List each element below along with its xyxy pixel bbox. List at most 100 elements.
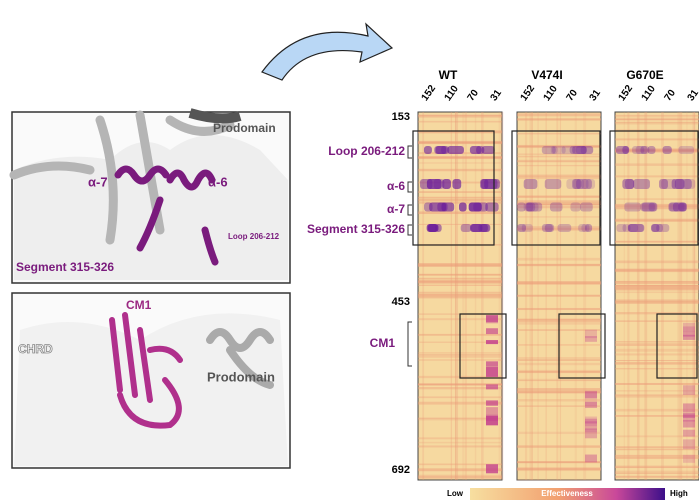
heatmap-hotspot xyxy=(441,203,454,212)
heatmap-hotspot xyxy=(628,224,644,232)
heatmap-hotspot xyxy=(661,179,676,189)
colorbar-high: High xyxy=(670,489,688,498)
column-tick-label: 152 xyxy=(420,83,439,103)
heatmap-texture xyxy=(418,396,502,398)
heatmap-hotspot xyxy=(461,224,472,232)
heatmap-texture xyxy=(455,112,458,480)
heatmap-hotspot xyxy=(542,146,556,154)
heatmap-texture xyxy=(418,274,502,276)
heatmap-texture xyxy=(418,162,502,163)
heatmap-hotspot xyxy=(542,224,553,232)
heatmap-texture xyxy=(418,169,502,171)
heatmap-texture xyxy=(532,112,533,480)
panel-title: WT xyxy=(439,68,458,82)
heatmap-hotspot xyxy=(683,430,695,437)
heatmap-hotspot xyxy=(683,439,695,449)
heatmap-texture xyxy=(418,285,502,286)
heatmap-texture xyxy=(418,437,502,439)
column-tick-label: 31 xyxy=(686,87,699,103)
heatmap-hotspot xyxy=(517,203,525,212)
structure-label: α-7 xyxy=(88,174,108,189)
heatmap-panel: V474I1521107031 xyxy=(512,68,605,480)
column-tick-label: 152 xyxy=(617,83,636,103)
heatmap-hotspot xyxy=(470,146,481,154)
heatmap-hotspot xyxy=(585,400,597,406)
heatmap-texture xyxy=(546,112,547,480)
heatmap-texture xyxy=(465,112,467,480)
heatmap-hotspot xyxy=(649,203,655,212)
heatmap-hotspot xyxy=(486,367,498,377)
column-tick-label: 31 xyxy=(588,87,604,103)
heatmap-texture xyxy=(529,112,531,480)
heatmap-texture xyxy=(418,278,502,280)
heatmap-panel: G670E1521107031 xyxy=(610,68,699,480)
region-bracket xyxy=(408,146,412,366)
heatmap-texture xyxy=(418,281,502,284)
heatmap-hotspot xyxy=(663,146,672,154)
heatmap-hotspot xyxy=(585,336,597,342)
heatmap-texture xyxy=(499,112,501,480)
structure-panel-2: CM1 CHRD Prodomain xyxy=(12,293,290,468)
heatmap-texture xyxy=(556,112,558,480)
structure-label: α-6 xyxy=(208,174,228,189)
heatmap-hotspot xyxy=(558,224,572,232)
heatmap-hotspot xyxy=(420,179,432,189)
heatmap-hotspot xyxy=(550,203,562,212)
heatmap-texture xyxy=(418,191,502,193)
region-label: α-6 xyxy=(387,179,405,193)
heatmap-texture xyxy=(418,156,502,159)
panel-title: G670E xyxy=(626,68,663,82)
heatmap-hotspot xyxy=(580,203,593,212)
heatmap-hotspot xyxy=(683,414,695,421)
column-tick-label: 70 xyxy=(565,87,581,103)
heatmap-texture xyxy=(501,112,503,480)
heatmap-texture xyxy=(481,112,484,480)
heatmap-texture xyxy=(418,294,502,295)
row-label: 692 xyxy=(392,464,410,476)
figure: Prodomain α-7 α-6 Loop 206-212 Segment 3… xyxy=(0,0,699,502)
heatmap-texture xyxy=(575,112,577,480)
heatmap-texture xyxy=(418,142,502,143)
heatmap-texture xyxy=(418,197,502,199)
row-label: 453 xyxy=(392,296,410,308)
heatmap-hotspot xyxy=(452,179,461,189)
column-tick-label: 70 xyxy=(663,87,679,103)
heatmap-hotspot xyxy=(524,179,538,189)
heatmap-hotspot xyxy=(651,224,659,232)
region-label: CM1 xyxy=(370,336,396,350)
heatmap-hotspot xyxy=(459,203,467,212)
heatmap-panel: WT1521107031 xyxy=(413,68,506,480)
heatmap-texture xyxy=(418,199,502,201)
heatmap-texture xyxy=(560,112,561,480)
heatmap-hotspot xyxy=(480,224,490,232)
heatmap-hotspot xyxy=(486,416,498,426)
heatmap-hotspot xyxy=(585,455,597,463)
heatmap-hotspot xyxy=(447,146,464,154)
heatmap-texture xyxy=(661,112,664,480)
heatmap-texture xyxy=(475,112,476,480)
heatmap-hotspot xyxy=(486,400,498,405)
heatmap-texture xyxy=(418,292,502,293)
heatmap-texture xyxy=(418,296,502,299)
heatmap-hotspot xyxy=(485,203,498,212)
heatmap-texture xyxy=(462,112,464,480)
heatmap-hotspot xyxy=(636,146,644,154)
colorbar-low: Low xyxy=(447,489,464,498)
heatmap-hotspot xyxy=(581,224,589,232)
region-labels: Loop 206-212 α-6 α-7 Segment 315-326 CM1… xyxy=(307,111,412,476)
heatmap-hotspot xyxy=(683,385,695,395)
heatmap-hotspot xyxy=(486,407,498,414)
heatmap-hotspot xyxy=(576,179,592,189)
heatmap-hotspot xyxy=(683,335,695,340)
heatmap-hotspot xyxy=(633,179,650,189)
heatmap-texture xyxy=(644,112,647,480)
heatmap-hotspot xyxy=(683,455,695,463)
heatmap-texture xyxy=(418,442,502,444)
heatmap-hotspot xyxy=(570,203,580,212)
region-label: α-7 xyxy=(387,202,405,216)
heatmap-hotspot xyxy=(486,464,498,473)
heatmap-hotspot xyxy=(624,203,641,212)
region-label: Loop 206-212 xyxy=(328,144,405,158)
structure-label: CHRD xyxy=(18,342,53,356)
structure-label: Prodomain xyxy=(213,121,276,135)
